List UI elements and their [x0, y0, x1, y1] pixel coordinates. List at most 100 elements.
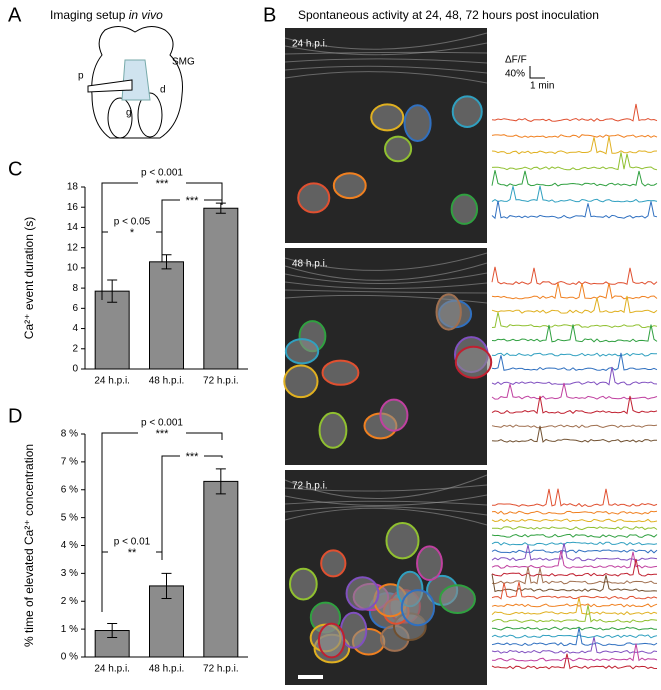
error-bar	[215, 468, 226, 495]
cell-outline	[370, 103, 405, 132]
y-tick-label: 6 %	[61, 484, 78, 495]
cell-outline	[403, 104, 432, 143]
significance-stars: *	[130, 227, 135, 239]
y-tick-label: 12	[67, 242, 79, 253]
trace	[491, 170, 658, 187]
cell-outline	[284, 338, 320, 365]
trace	[491, 352, 658, 357]
label-bg	[180, 452, 204, 460]
tissue-band	[284, 32, 488, 50]
trace	[491, 185, 658, 203]
x-tick-label: 48 h.p.i.	[149, 376, 185, 387]
tissue-band	[284, 289, 488, 294]
label-bg	[108, 228, 156, 236]
trace	[491, 424, 658, 429]
tissue-band	[284, 500, 488, 506]
error-bar	[161, 572, 172, 599]
scale-label: 40%	[505, 69, 525, 80]
trace	[491, 103, 658, 122]
y-tick-label: 0 %	[61, 652, 78, 663]
trace	[491, 550, 658, 569]
trace	[491, 543, 658, 562]
trace	[491, 134, 658, 139]
trace	[491, 627, 658, 647]
trace	[491, 643, 658, 662]
bar	[94, 290, 130, 370]
label-g: g	[126, 108, 132, 119]
panel-letter: A	[8, 4, 22, 26]
cell-outline	[451, 95, 483, 128]
significance-stars: ***	[156, 428, 170, 440]
y-tick-label: 6	[72, 303, 78, 314]
tissue-band	[284, 51, 488, 55]
trace	[491, 366, 658, 386]
cell-outline	[435, 293, 462, 331]
p-value: p < 0.05	[114, 217, 151, 228]
trace	[491, 352, 658, 371]
p-value: p < 0.001	[141, 168, 183, 179]
trace	[491, 653, 658, 670]
cell-outline	[320, 549, 347, 578]
trace	[491, 510, 658, 515]
tissue-band	[284, 281, 488, 290]
y-axis-label: % time of elevated Ca²⁺ concentration	[22, 444, 36, 647]
significance-stars: ***	[186, 195, 200, 207]
image-label: 48 h.p.i.	[292, 259, 328, 270]
tissue-band	[284, 252, 488, 271]
x-tick-label: 72 h.p.i.	[203, 664, 239, 675]
cell-outline	[332, 172, 367, 200]
cell-outline	[416, 545, 443, 582]
y-tick-label: 8 %	[61, 429, 78, 440]
tissue-band	[284, 494, 488, 506]
trace	[491, 636, 658, 654]
cell-outline	[318, 411, 348, 449]
trace	[491, 597, 658, 616]
y-tick-label: 14	[67, 222, 79, 233]
cell-outline	[297, 182, 331, 214]
trace	[491, 634, 658, 639]
cell-outline	[345, 576, 380, 611]
trace	[491, 136, 658, 155]
cell-outline	[450, 193, 479, 225]
label-bg	[180, 196, 204, 204]
y-tick-label: 2 %	[61, 596, 78, 607]
label-bg	[108, 548, 156, 556]
trace	[491, 518, 658, 523]
bar	[149, 261, 184, 370]
y-tick-label: 7 %	[61, 457, 78, 468]
cell-outline	[283, 364, 319, 399]
tissue-band	[284, 71, 488, 84]
trace	[491, 324, 658, 343]
label-smg: SMG	[172, 57, 195, 68]
y-tick-label: 2	[72, 343, 78, 354]
trace	[491, 526, 658, 531]
tissue-band	[284, 65, 488, 74]
bar	[203, 207, 239, 370]
label-d: d	[160, 85, 166, 96]
y-tick-label: 8	[72, 283, 78, 294]
y-tick-label: 4	[72, 323, 78, 334]
trace	[491, 395, 658, 415]
tissue-band	[284, 484, 488, 492]
tissue-band	[284, 262, 488, 281]
trace	[491, 605, 658, 623]
y-tick-label: 3 %	[61, 568, 78, 579]
y-tick-label: 16	[67, 202, 79, 213]
scale-label: ΔF/F	[505, 55, 527, 66]
p-value: p < 0.01	[114, 537, 151, 548]
trace	[491, 152, 658, 171]
error-bar	[107, 279, 118, 303]
cell-outline	[379, 398, 409, 432]
trace	[491, 574, 658, 593]
trace	[491, 425, 658, 443]
x-tick-label: 24 h.p.i.	[94, 376, 130, 387]
cell-outline	[321, 359, 360, 386]
cell-outline	[439, 584, 476, 614]
panel-title: Imaging setup in vivo	[50, 8, 163, 22]
tissue-band	[284, 474, 488, 500]
title-italic: in vivo	[129, 8, 163, 22]
cell-outline	[289, 567, 318, 601]
scale-bar	[529, 66, 545, 79]
cell-outline	[317, 622, 346, 659]
